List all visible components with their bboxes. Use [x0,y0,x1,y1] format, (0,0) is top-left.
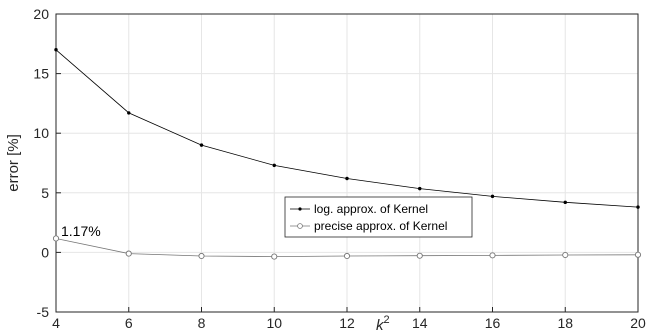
series-1-point [127,111,131,115]
y-tick-label: 10 [33,125,49,141]
legend-box [284,196,473,238]
x-tick-label: 14 [412,315,428,331]
legend-label-series-1: log. approx. of Kernel [314,202,428,216]
x-tick-label: 16 [485,315,501,331]
legend-label-series-2: precise approx. of Kernel [314,219,447,233]
y-axis-ticks: -5 0 5 10 15 20 [33,6,61,320]
legend-marker-series-2 [297,223,303,229]
x-axis-label-exponent: 2 [384,314,390,326]
y-tick-label: 0 [41,244,49,260]
x-axis-label: k2 [376,314,390,333]
y-axis-label: error [%] [5,134,22,192]
annotation-label: 1.17% [61,223,101,239]
series-2-point [52,235,60,242]
y-tick-label: 5 [41,185,49,201]
y-tick-label: 20 [33,6,49,22]
legend-marker-series-1 [298,207,302,211]
x-tick-label: 8 [198,315,206,331]
series-2-point [125,250,132,257]
series-1-point [490,194,495,199]
series-1-point [54,48,58,52]
series-1-point [636,205,640,209]
series-2-point [271,253,278,260]
series-2-point [489,252,496,259]
y-tick-label: -5 [37,304,50,320]
x-tick-label: 4 [52,315,60,331]
x-tick-label: 6 [125,315,133,331]
x-tick-label: 10 [266,315,282,331]
x-axis-label-base: k [376,317,385,333]
series-2-point [562,251,569,259]
series-2-point [416,252,423,259]
x-axis-ticks: 4 6 8 10 12 14 16 18 20 [52,307,646,331]
series-1-point [345,176,349,181]
series-1-point [418,186,422,191]
series-2-point [634,251,642,258]
x-tick-label: 12 [339,315,355,331]
series-layer [52,48,642,260]
series-1-point [272,163,276,168]
series-2-point [198,252,205,260]
y-tick-label: 15 [33,66,49,82]
x-tick-label: 20 [630,315,646,331]
series-2-point [343,252,351,260]
x-tick-label: 18 [557,315,573,331]
series-1-point [199,143,204,147]
legend: log. approx. of Kernel precise approx. o… [284,196,473,238]
series-1-point [563,200,567,205]
